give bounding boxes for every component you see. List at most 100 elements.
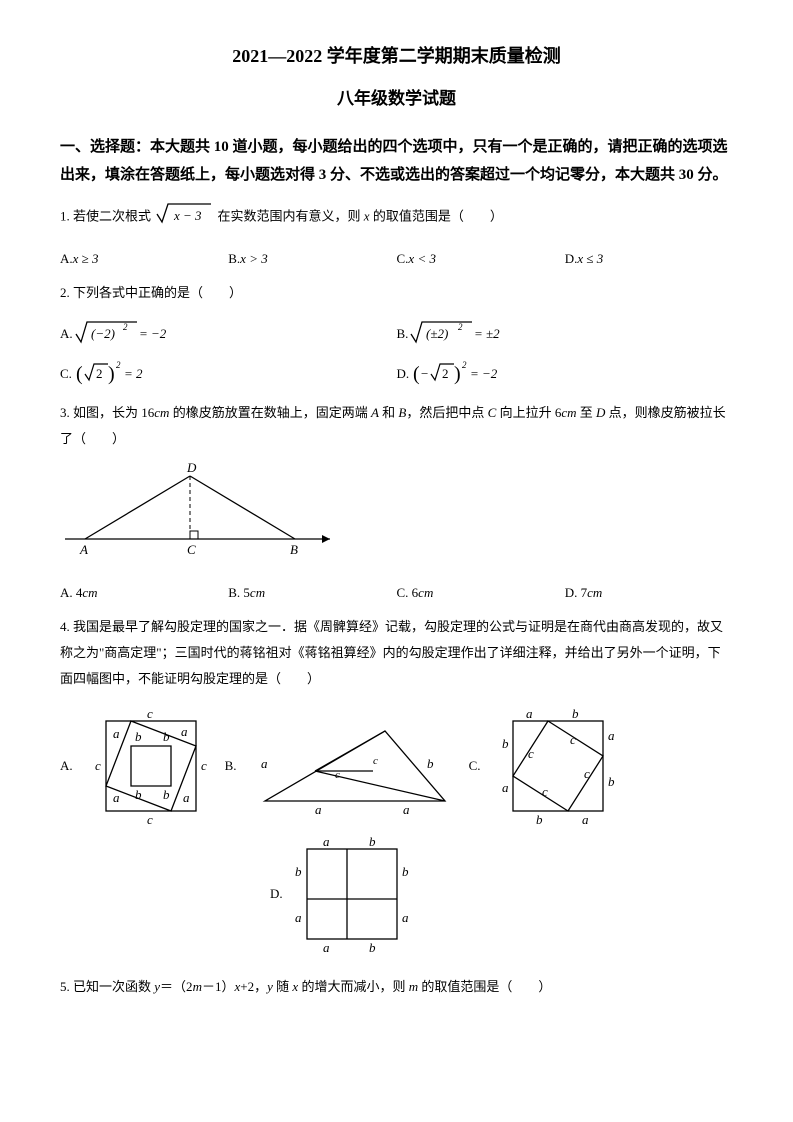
question-3: 3. 如图，长为 16cm 的橡皮筋放置在数轴上，固定两端 A 和 B，然后把中…	[60, 400, 733, 452]
q1-option-b: B. x > 3	[228, 247, 396, 270]
svg-text:a: a	[582, 812, 589, 827]
svg-text:b: b	[536, 812, 543, 827]
q2-option-c: C. ( 2 ) 2 = 2	[60, 356, 397, 390]
svg-text:a: a	[526, 706, 533, 721]
q1-option-c: C. x < 3	[397, 247, 565, 270]
opt-label: D.	[565, 247, 578, 270]
q3-c: C	[488, 405, 497, 420]
q1-tail: 的取值范围是（ ）	[373, 208, 503, 223]
svg-text:a: a	[403, 802, 410, 817]
q5-t1: 5. 已知一次函数	[60, 979, 154, 994]
svg-text:c: c	[335, 769, 340, 781]
svg-text:A: A	[79, 542, 88, 557]
svg-text:b: b	[502, 736, 509, 751]
svg-text:(±2): (±2)	[426, 326, 448, 341]
q3-t1: 3. 如图，长为 16	[60, 405, 154, 420]
opt-math: x > 3	[240, 247, 268, 270]
q1-sqrt: x − 3	[154, 200, 214, 235]
opt-unit: cm	[587, 581, 602, 604]
opt-label: C.	[60, 362, 72, 385]
opt-label: A.	[60, 247, 73, 270]
q2d-expr: ( − 2 ) 2 = −2	[409, 356, 529, 390]
svg-text:2: 2	[462, 360, 467, 370]
q5-comma: ，	[254, 979, 267, 994]
svg-text:b: b	[369, 940, 376, 955]
q5-eq: ＝（2	[160, 979, 193, 994]
q3-cm2: cm	[561, 405, 576, 420]
q5-t2: 随	[273, 979, 293, 994]
q1-option-d: D. x ≤ 3	[565, 247, 733, 270]
svg-text:b: b	[135, 729, 142, 744]
q3-t2: 的橡皮筋放置在数轴上，固定两端	[169, 405, 371, 420]
q4-fig-d: a b b a a b b a	[287, 834, 417, 954]
q3-option-c: C. 6cm	[397, 581, 565, 604]
q1-options: A. x ≥ 3 B. x > 3 C. x < 3 D. x ≤ 3	[60, 247, 733, 270]
svg-text:2: 2	[116, 360, 121, 370]
svg-text:a: a	[113, 790, 120, 805]
section-header: 一、选择题：本大题共 10 道小题，每小题给出的四个选项中，只有一个是正确的，请…	[60, 133, 733, 190]
q2-option-d: D. ( − 2 ) 2 = −2	[397, 356, 734, 390]
svg-text:a: a	[323, 940, 330, 955]
svg-text:2: 2	[123, 322, 128, 332]
q5-m1: m	[193, 979, 202, 994]
svg-text:b: b	[163, 729, 170, 744]
svg-text:D: D	[186, 460, 197, 475]
svg-text:(−2): (−2)	[91, 326, 115, 341]
svg-text:b: b	[608, 774, 615, 789]
opt-unit: cm	[250, 581, 265, 604]
title-sub: 八年级数学试题	[60, 84, 733, 115]
svg-text:): )	[108, 363, 115, 385]
q2a-expr: (−2) 2 = −2	[73, 318, 183, 348]
svg-text:2: 2	[96, 366, 103, 381]
q2c-expr: ( 2 ) 2 = 2	[72, 356, 172, 390]
q3-option-a: A. 4cm	[60, 581, 228, 604]
opt-label: D.	[397, 362, 410, 385]
title-main: 2021—2022 学年度第二学期期末质量检测	[60, 40, 733, 72]
opt-math: x ≥ 3	[73, 247, 99, 270]
q3-t6: 至	[577, 405, 597, 420]
svg-text:B: B	[290, 542, 298, 557]
svg-text:= 2: = 2	[124, 366, 143, 381]
opt-label: B.	[397, 322, 409, 345]
svg-text:C: C	[187, 542, 196, 557]
q3-t5: 向上拉升 6	[496, 405, 561, 420]
opt-label: A. 4	[60, 581, 82, 604]
svg-text:c: c	[147, 706, 153, 721]
opt-label: C.	[397, 247, 409, 270]
q4-row2: D. a b b a a b b a	[270, 834, 733, 954]
q3-d: D	[596, 405, 605, 420]
svg-text:c: c	[95, 758, 101, 773]
opt-label: A.	[60, 322, 73, 345]
q4-label-d: D.	[270, 882, 283, 905]
svg-text:c: c	[373, 755, 378, 767]
q4-fig-a: c c c c a a a a b b b b	[91, 706, 211, 826]
opt-unit: cm	[82, 581, 97, 604]
svg-text:2: 2	[458, 322, 463, 332]
q2-option-b: B. (±2) 2 = ±2	[397, 318, 734, 348]
svg-text:b: b	[163, 787, 170, 802]
svg-text:a: a	[295, 910, 302, 925]
question-2: 2. 下列各式中正确的是（ ）	[60, 280, 733, 306]
svg-text:−: −	[421, 366, 428, 381]
q4-label-b: B.	[225, 754, 237, 777]
q3-option-b: B. 5cm	[228, 581, 396, 604]
q4-fig-b: a a a b c c	[255, 716, 455, 816]
q2-option-a: A. (−2) 2 = −2	[60, 318, 397, 348]
svg-text:= −2: = −2	[139, 326, 167, 341]
q2-options: A. (−2) 2 = −2 B. (±2) 2 = ±2 C. ( 2 ) 2…	[60, 318, 733, 390]
svg-text:b: b	[135, 787, 142, 802]
q1-suffix: 在实数范围内有意义，则	[218, 208, 361, 223]
svg-text:= ±2: = ±2	[474, 326, 500, 341]
opt-label: D. 7	[565, 581, 587, 604]
q4-fig-c: a b a b a b a b c c c c	[498, 706, 618, 826]
svg-text:a: a	[113, 726, 120, 741]
svg-text:b: b	[369, 834, 376, 849]
svg-text:= −2: = −2	[470, 366, 498, 381]
svg-text:b: b	[402, 864, 409, 879]
svg-text:b: b	[427, 756, 434, 771]
svg-text:a: a	[261, 756, 268, 771]
svg-text:c: c	[584, 766, 590, 781]
svg-text:(: (	[76, 363, 83, 385]
q1-option-a: A. x ≥ 3	[60, 247, 228, 270]
question-5: 5. 已知一次函数 y＝（2m－1）x+2，y 随 x 的增大而减小，则 m 的…	[60, 974, 733, 1000]
